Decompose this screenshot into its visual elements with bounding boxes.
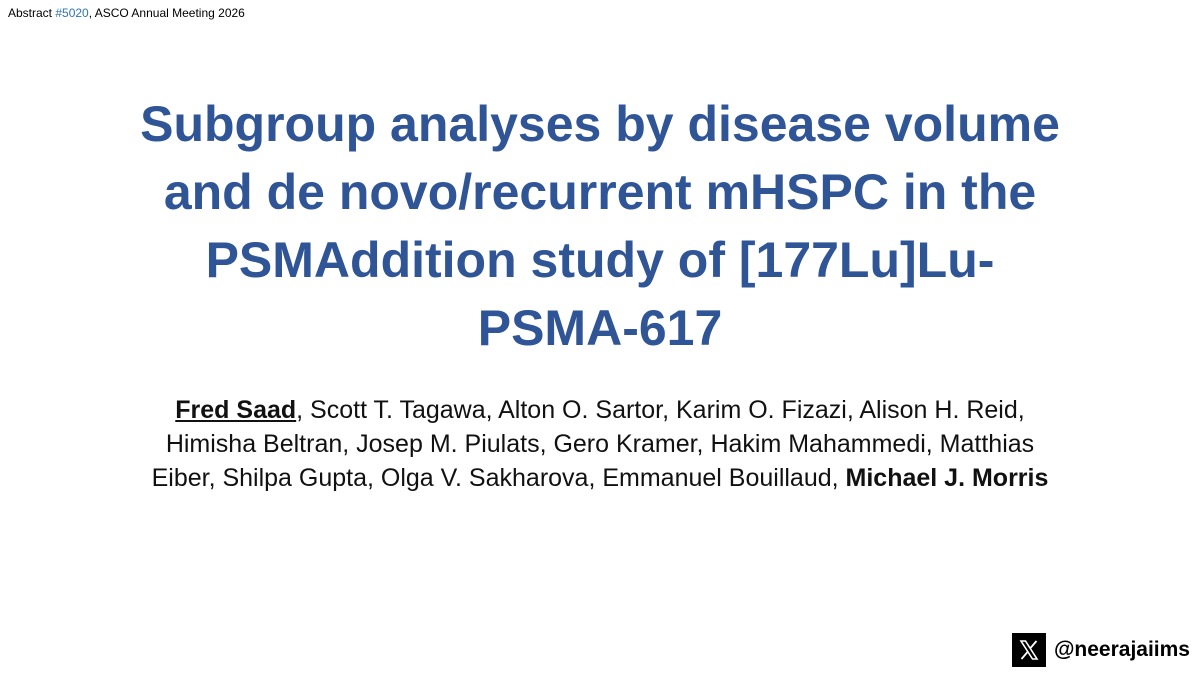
title-line: Subgroup analyses by disease volume [140, 96, 1060, 152]
x-logo [1011, 633, 1046, 667]
authors: Fred Saad, Scott T. Tagawa, Alton O. Sar… [150, 393, 1050, 495]
title-line: PSMA-617 [477, 300, 723, 356]
first-author: Fred Saad [175, 396, 297, 424]
handle: @neerajaiims [1053, 638, 1190, 661]
header-text: Abstract [8, 6, 56, 20]
header-text: , ASCO Annual Meeting 2026 [88, 6, 245, 20]
title-line: and de novo/recurrent mHSPC in the [163, 164, 1037, 220]
co-authors: , Scott T. Tagawa, Alton O. Sartor, Kari… [151, 396, 1035, 492]
last-author: Michael J. Morris [845, 464, 1049, 492]
footer: @neerajaiims [1011, 633, 1190, 667]
abstract-link[interactable]: #5020 [55, 6, 89, 20]
logo-stroke [1020, 640, 1038, 660]
title-line: PSMAddition study of [177Lu]Lu- [205, 232, 995, 288]
logo-box [1011, 633, 1046, 667]
logo-stroke [1019, 640, 1039, 660]
title: Subgroup analyses by disease volume and … [0, 90, 1200, 362]
header: Abstract #5020, ASCO Annual Meeting 2026 [8, 6, 245, 20]
